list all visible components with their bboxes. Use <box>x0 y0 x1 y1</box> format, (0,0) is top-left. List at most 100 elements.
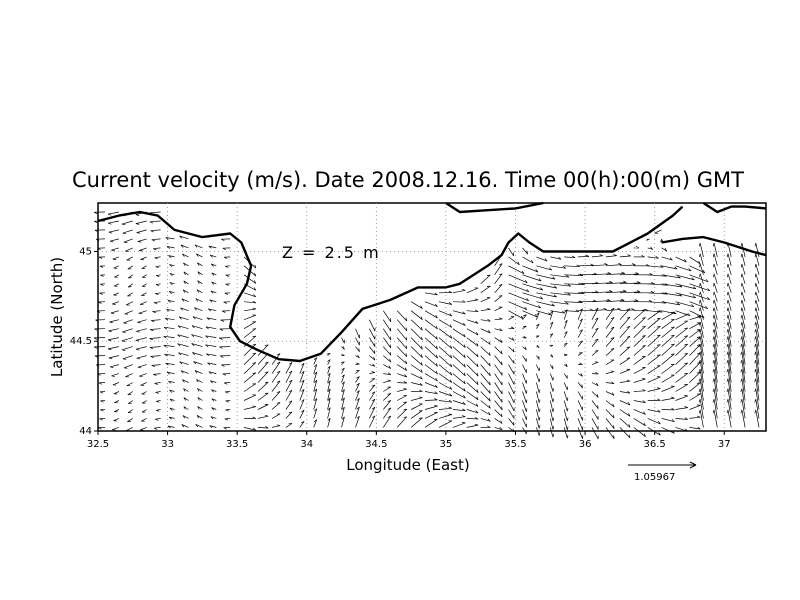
vector-arrow <box>480 409 491 416</box>
vector-arrow <box>754 307 760 320</box>
vector-arrow <box>536 274 556 280</box>
vector-arrow <box>689 256 701 265</box>
vector-arrow <box>647 265 664 268</box>
vector-arrow <box>108 346 119 351</box>
vector-arrow <box>383 364 392 369</box>
vector-arrow <box>494 427 503 431</box>
vector-arrow <box>452 337 466 348</box>
vector-arrow <box>713 263 718 275</box>
vector-arrow <box>633 254 645 258</box>
vector-arrow <box>369 391 376 401</box>
vector-arrow <box>577 329 583 338</box>
vector-arrow <box>661 265 678 270</box>
vector-arrow <box>522 314 527 320</box>
vector-arrow <box>522 247 528 255</box>
vector-arrow <box>508 337 515 341</box>
vector-arrow <box>98 427 106 430</box>
vector-arrow <box>466 287 479 294</box>
vector-arrow <box>355 369 360 374</box>
vector-arrow <box>327 359 331 365</box>
vector-arrow <box>563 409 569 421</box>
vector-arrow <box>578 263 594 267</box>
vector-arrow <box>285 389 293 401</box>
vector-arrow <box>591 391 599 398</box>
vector-arrow <box>699 299 704 311</box>
vector-arrow <box>563 418 569 430</box>
vector-arrow <box>675 362 688 374</box>
vector-arrow <box>165 362 175 366</box>
vector-arrow <box>355 415 360 428</box>
vector-arrow <box>619 281 641 285</box>
vector-arrow <box>740 282 746 293</box>
vector-arrow <box>754 322 760 338</box>
vector-arrow <box>341 346 345 350</box>
vector-arrow <box>647 365 661 374</box>
vector-arrow <box>285 379 293 392</box>
vector-arrow <box>605 280 627 285</box>
vector-arrow <box>180 244 189 249</box>
vector-arrow <box>536 391 541 403</box>
vector-arrow <box>210 380 217 384</box>
vector-arrow <box>480 400 491 409</box>
vector-arrow <box>698 368 704 392</box>
vector-arrow <box>154 256 161 260</box>
vector-arrow <box>480 373 491 386</box>
vector-arrow <box>355 362 360 365</box>
vector-arrow <box>564 255 576 259</box>
vector-arrow <box>257 361 269 374</box>
vector-arrow <box>661 256 673 261</box>
vector-arrow <box>536 265 553 271</box>
depth-annotation: Z = 2.5 m <box>282 243 381 262</box>
vector-arrow <box>168 291 175 294</box>
x-tick-label: 35.5 <box>504 439 526 450</box>
vector-arrow <box>109 238 119 243</box>
vector-arrow <box>647 427 661 436</box>
vector-arrow <box>396 355 408 365</box>
y-tick-label: 44.5 <box>70 336 92 347</box>
vector-arrow <box>192 316 203 321</box>
vector-arrow <box>712 409 718 428</box>
vector-arrow <box>480 274 491 285</box>
vector-arrow <box>271 380 281 392</box>
vector-arrow <box>591 271 611 276</box>
vector-arrow <box>563 320 568 329</box>
vector-arrow <box>244 427 257 431</box>
vector-arrow <box>754 368 760 392</box>
vector-arrow <box>128 274 134 279</box>
vector-arrow <box>605 391 615 396</box>
vector-arrow <box>713 299 718 311</box>
vector-arrow <box>698 409 704 428</box>
vector-arrow <box>424 310 438 319</box>
vector-arrow <box>550 274 570 278</box>
vector-arrow <box>480 391 491 402</box>
vector-arrow <box>285 411 293 419</box>
vector-arrow <box>397 388 407 392</box>
vector-arrow <box>508 409 515 419</box>
vector-arrow <box>522 265 539 273</box>
vector-arrow <box>536 355 540 360</box>
vector-arrow <box>225 391 231 394</box>
x-tick-label: 36.5 <box>644 439 666 450</box>
vector-arrow <box>94 346 106 349</box>
vector-arrow <box>508 283 530 293</box>
vector-arrow <box>712 399 718 419</box>
vector-arrow <box>754 263 760 275</box>
vector-arrow <box>299 379 305 392</box>
vector-arrow <box>112 301 120 305</box>
vector-arrow <box>522 391 528 404</box>
vector-arrow <box>397 364 408 371</box>
vector-arrow <box>271 391 281 401</box>
vector-arrow <box>166 371 175 375</box>
vector-arrow <box>536 418 541 429</box>
vector-arrow <box>397 373 408 378</box>
vector-arrow <box>299 389 305 401</box>
vector-arrow <box>466 337 479 347</box>
vector-arrow <box>243 328 257 338</box>
vector-arrow <box>699 291 704 302</box>
vector-arrow <box>564 309 579 312</box>
vector-arrow <box>740 322 746 338</box>
vector-arrow <box>563 400 569 412</box>
vector-arrow <box>271 402 281 410</box>
vector-arrow <box>107 337 119 342</box>
vector-arrow <box>410 310 423 320</box>
